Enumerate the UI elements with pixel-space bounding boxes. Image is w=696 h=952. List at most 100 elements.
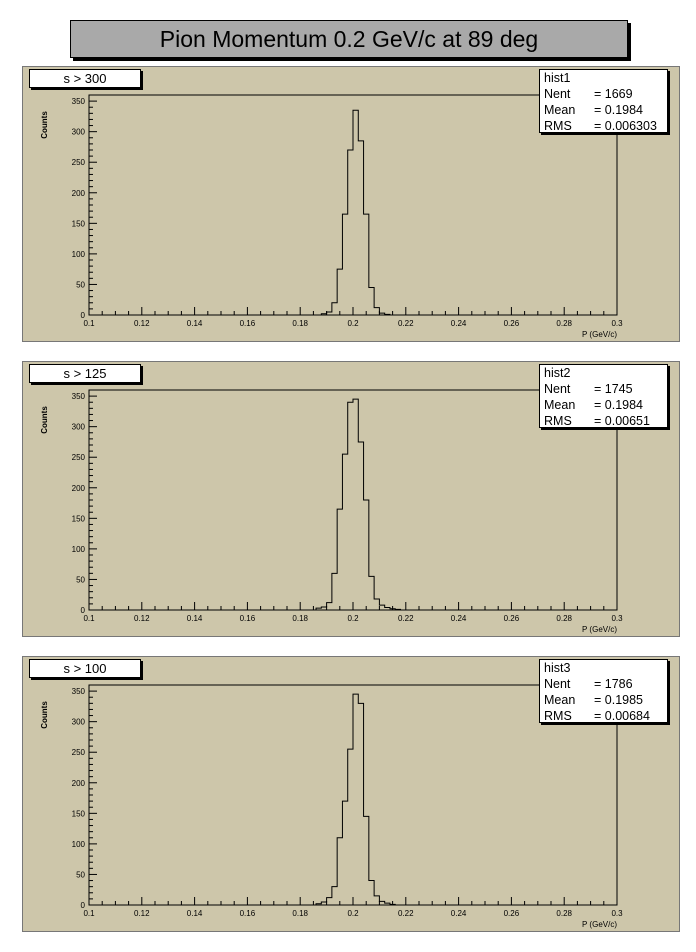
histogram-bin: [342, 454, 347, 610]
x-tick-label: 0.28: [556, 319, 572, 328]
selection-label: s > 100: [29, 659, 141, 678]
histogram-pad-2: 0 50 100 150 200 250 300 350 0.1 0.12 0.14 0.16 0.18…: [22, 361, 680, 637]
y-tick-label: 50: [76, 575, 85, 584]
x-axis-label: P (GeV/c): [582, 920, 617, 929]
y-tick-label: 250: [72, 453, 86, 462]
x-tick-label: 0.3: [611, 614, 623, 623]
histogram-bin: [348, 150, 353, 315]
y-tick-label: 100: [72, 840, 86, 849]
x-tick-label: 0.24: [451, 614, 467, 623]
x-tick-label: 0.28: [556, 909, 572, 918]
histogram-pad-1: 0 50 100 150 200 250 300 350 0.1 0.12 0.14 0.16 0.18…: [22, 66, 680, 342]
x-tick-label: 0.16: [240, 319, 256, 328]
stats-key: Nent: [544, 677, 571, 691]
histogram-bin: [342, 801, 347, 905]
x-axis-label: P (GeV/c): [582, 330, 617, 339]
y-tick-label: 350: [72, 687, 86, 696]
x-axis-label: P (GeV/c): [582, 625, 617, 634]
x-tick-label: 0.1: [83, 319, 95, 328]
histogram-plot-2: 0 50 100 150 200 250 300 350 0.1 0.12 0.14 0.16 0.18…: [40, 389, 623, 634]
y-axis-label: Counts: [40, 701, 49, 729]
x-tick-label: 0.26: [504, 319, 520, 328]
histogram-bin: [327, 603, 332, 610]
x-tick-label: 0.12: [134, 909, 150, 918]
stats-name: hist3: [544, 661, 571, 675]
stats-value: = 1786: [594, 677, 633, 691]
x-tick-label: 0.26: [504, 614, 520, 623]
stats-key: RMS: [544, 414, 572, 428]
histogram-plot-3: 0 50 100 150 200 250 300 350 0.1 0.12 0.14 0.16 0.18…: [40, 684, 623, 929]
stats-key: RMS: [544, 709, 572, 723]
stats-value: = 0.1985: [594, 693, 644, 707]
x-tick-label: 0.28: [556, 614, 572, 623]
histogram-bin: [353, 399, 358, 610]
histogram-bin: [332, 887, 337, 905]
histogram-bin: [379, 605, 384, 610]
stats-value: = 1669: [594, 87, 633, 101]
histogram-bin: [379, 901, 384, 905]
histogram-bin: [348, 402, 353, 610]
y-axis-label: Counts: [40, 406, 49, 434]
histogram-bin: [353, 694, 358, 905]
histogram-line: [89, 109, 617, 316]
x-tick-label: 0.2: [347, 319, 359, 328]
stats-value: = 0.1984: [594, 103, 644, 117]
histogram-bin: [374, 599, 379, 610]
stats-key: Mean: [544, 693, 576, 707]
y-tick-label: 150: [72, 219, 86, 228]
stats-box: hist2 Nent = 1745 Mean = 0.1984 RMS = 0.006…: [539, 364, 668, 428]
x-tick-label: 0.2: [347, 614, 359, 623]
histogram-bin: [332, 303, 337, 315]
x-tick-label: 0.22: [398, 909, 414, 918]
y-tick-label: 100: [72, 250, 86, 259]
histogram-line: [89, 398, 617, 611]
x-tick-label: 0.12: [134, 319, 150, 328]
stats-key: Nent: [544, 87, 571, 101]
stats-value: = 0.00684: [594, 709, 650, 723]
x-tick-label: 0.2: [347, 909, 359, 918]
y-tick-label: 100: [72, 545, 86, 554]
selection-label: s > 300: [29, 69, 141, 88]
histogram-bin: [332, 573, 337, 610]
x-tick-label: 0.3: [611, 319, 623, 328]
selection-label: s > 125: [29, 364, 141, 383]
stats-value: = 0.006303: [594, 119, 657, 133]
x-tick-label: 0.26: [504, 909, 520, 918]
stats-key: Mean: [544, 103, 576, 117]
histogram-plot-1: 0 50 100 150 200 250 300 350 0.1 0.12 0.14 0.16 0.18…: [40, 94, 623, 339]
stats-box: hist3 Nent = 1786 Mean = 0.1985 RMS = 0.006…: [539, 659, 668, 723]
histogram-bin: [327, 898, 332, 905]
y-tick-label: 150: [72, 514, 86, 523]
histogram-bin: [369, 576, 374, 610]
y-tick-label: 250: [72, 158, 86, 167]
y-tick-label: 350: [72, 97, 86, 106]
x-tick-label: 0.24: [451, 319, 467, 328]
stats-key: RMS: [544, 119, 572, 133]
x-tick-label: 0.12: [134, 614, 150, 623]
x-tick-label: 0.1: [83, 909, 95, 918]
histogram-bin: [364, 816, 369, 905]
histogram-bin: [342, 214, 347, 315]
stats-name: hist1: [544, 71, 571, 85]
y-tick-label: 150: [72, 809, 86, 818]
x-tick-label: 0.22: [398, 614, 414, 623]
histogram-bin: [358, 442, 363, 610]
x-tick-label: 0.22: [398, 319, 414, 328]
x-tick-label: 0.14: [187, 909, 203, 918]
stats-value: = 0.00651: [594, 414, 650, 428]
x-tick-label: 0.18: [292, 614, 308, 623]
y-tick-label: 300: [72, 718, 86, 727]
histogram-bin: [337, 509, 342, 610]
x-tick-label: 0.3: [611, 909, 623, 918]
x-tick-label: 0.18: [292, 909, 308, 918]
histogram-bin: [364, 500, 369, 610]
y-tick-label: 200: [72, 189, 86, 198]
stats-key: Nent: [544, 382, 571, 396]
stats-box: hist1 Nent = 1669 Mean = 0.1984 RMS = 0.006…: [539, 69, 668, 133]
y-tick-label: 250: [72, 748, 86, 757]
x-tick-label: 0.16: [240, 614, 256, 623]
histogram-bin: [364, 214, 369, 315]
x-tick-label: 0.14: [187, 614, 203, 623]
histogram-pad-3: 0 50 100 150 200 250 300 350 0.1 0.12 0.14 0.16 0.18…: [22, 656, 680, 932]
